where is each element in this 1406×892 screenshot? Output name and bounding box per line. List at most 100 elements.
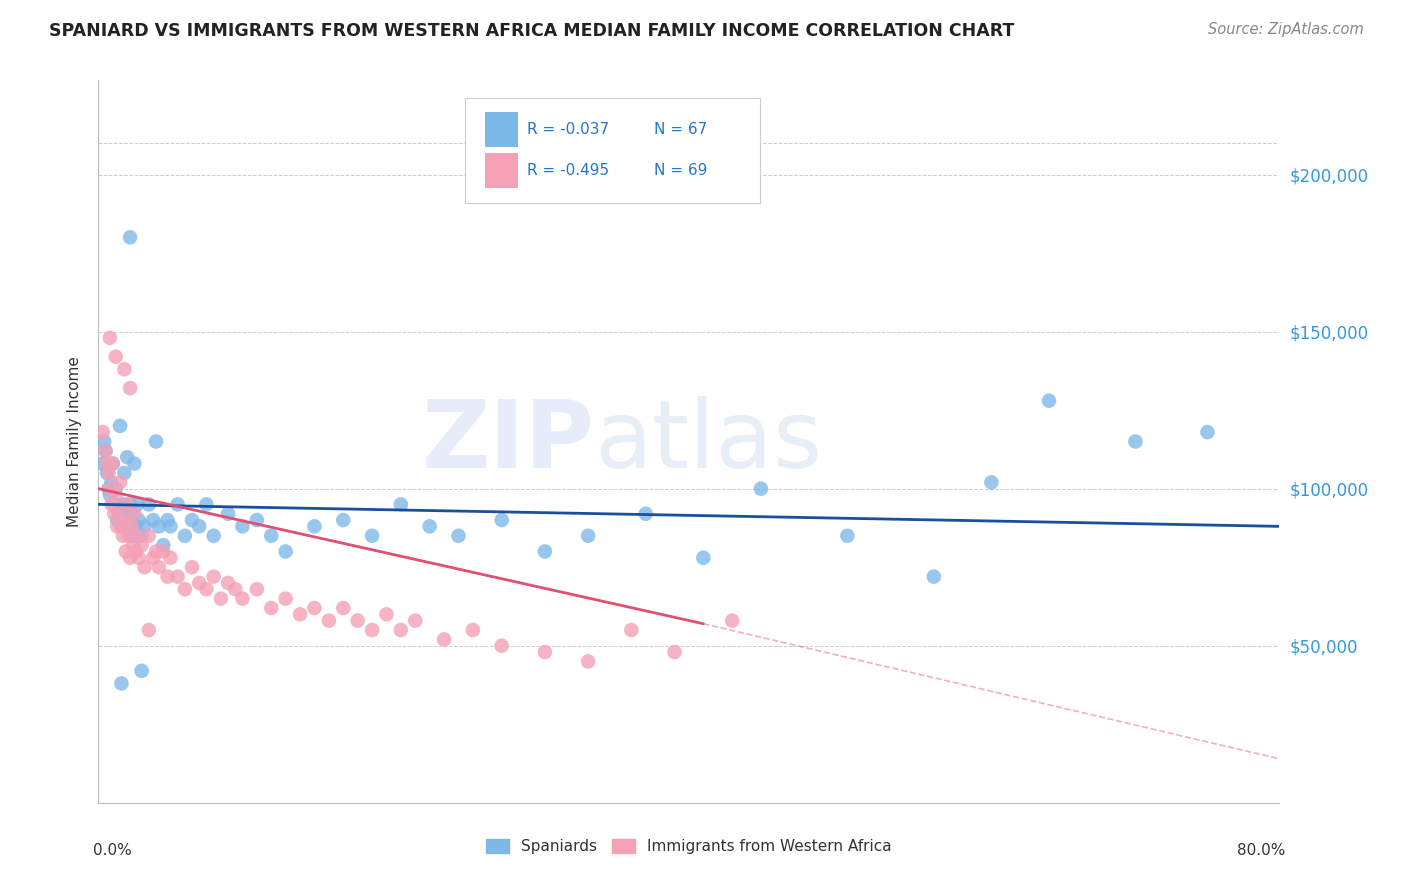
Point xyxy=(837,529,859,543)
Point xyxy=(128,513,150,527)
Point xyxy=(664,645,686,659)
Y-axis label: Median Family Income: Median Family Income xyxy=(67,356,83,527)
Text: R = -0.037: R = -0.037 xyxy=(527,122,609,136)
Point xyxy=(138,623,160,637)
Point xyxy=(118,529,141,543)
Point xyxy=(231,519,253,533)
Point xyxy=(107,503,129,517)
Point xyxy=(447,529,470,543)
Point xyxy=(922,569,945,583)
Point xyxy=(148,519,170,533)
Point xyxy=(97,466,120,480)
Point xyxy=(260,529,283,543)
Point xyxy=(721,614,744,628)
Point xyxy=(332,601,354,615)
Point xyxy=(128,550,150,565)
Text: 80.0%: 80.0% xyxy=(1237,843,1285,857)
Point xyxy=(98,482,121,496)
Text: 0.0%: 0.0% xyxy=(93,843,131,857)
FancyBboxPatch shape xyxy=(485,153,517,188)
Point xyxy=(980,475,1002,490)
Point xyxy=(217,507,239,521)
Point xyxy=(156,513,179,527)
Point xyxy=(346,614,368,628)
Point xyxy=(152,538,174,552)
Point xyxy=(118,519,141,533)
Point xyxy=(121,529,143,543)
Point xyxy=(96,466,118,480)
Point xyxy=(461,623,484,637)
Point xyxy=(274,544,297,558)
Point xyxy=(634,507,657,521)
Point xyxy=(202,529,225,543)
Point xyxy=(94,444,117,458)
Point xyxy=(101,457,124,471)
Point xyxy=(134,560,156,574)
Point xyxy=(114,507,136,521)
Legend: Spaniards, Immigrants from Western Africa: Spaniards, Immigrants from Western Afric… xyxy=(479,833,898,860)
Point xyxy=(127,497,149,511)
Point xyxy=(361,623,384,637)
Point xyxy=(100,475,122,490)
Point xyxy=(188,575,211,590)
Point xyxy=(195,582,218,597)
Point xyxy=(138,529,160,543)
Point xyxy=(159,550,181,565)
Point xyxy=(98,331,121,345)
Point xyxy=(288,607,311,622)
Point xyxy=(112,362,135,376)
Point xyxy=(104,482,127,496)
Point xyxy=(111,529,134,543)
Point xyxy=(93,434,115,449)
Point xyxy=(121,519,143,533)
Point xyxy=(209,591,232,606)
Point xyxy=(100,497,122,511)
Point xyxy=(304,601,326,615)
FancyBboxPatch shape xyxy=(464,98,759,203)
Point xyxy=(120,230,142,244)
Point xyxy=(145,544,167,558)
Point xyxy=(104,488,127,502)
Point xyxy=(122,538,145,552)
Point xyxy=(534,645,557,659)
Point xyxy=(112,466,135,480)
Text: atlas: atlas xyxy=(595,395,823,488)
Point xyxy=(1125,434,1147,449)
Text: R = -0.495: R = -0.495 xyxy=(527,163,609,178)
Point xyxy=(104,350,127,364)
Point xyxy=(107,507,129,521)
FancyBboxPatch shape xyxy=(485,112,517,147)
Point xyxy=(142,550,165,565)
Point xyxy=(217,575,239,590)
Point xyxy=(433,632,456,647)
Point xyxy=(534,544,557,558)
Point xyxy=(142,513,165,527)
Point xyxy=(332,513,354,527)
Point xyxy=(202,569,225,583)
Point xyxy=(692,550,714,565)
Text: N = 67: N = 67 xyxy=(654,122,707,136)
Point xyxy=(122,507,145,521)
Point xyxy=(91,425,114,439)
Point xyxy=(112,513,135,527)
Point xyxy=(96,457,118,471)
Point xyxy=(127,529,149,543)
Point xyxy=(134,519,156,533)
Point xyxy=(274,591,297,606)
Point xyxy=(195,497,218,511)
Point xyxy=(159,519,181,533)
Point xyxy=(1197,425,1219,439)
Point xyxy=(576,655,599,669)
Point xyxy=(361,529,384,543)
Point xyxy=(304,519,326,533)
Point xyxy=(110,676,132,690)
Text: SPANIARD VS IMMIGRANTS FROM WESTERN AFRICA MEDIAN FAMILY INCOME CORRELATION CHAR: SPANIARD VS IMMIGRANTS FROM WESTERN AFRI… xyxy=(49,22,1015,40)
Point xyxy=(260,601,283,615)
Point xyxy=(375,607,398,622)
Text: Source: ZipAtlas.com: Source: ZipAtlas.com xyxy=(1208,22,1364,37)
Point xyxy=(105,519,128,533)
Point xyxy=(188,519,211,533)
Point xyxy=(110,519,132,533)
Point xyxy=(419,519,441,533)
Point xyxy=(125,519,148,533)
